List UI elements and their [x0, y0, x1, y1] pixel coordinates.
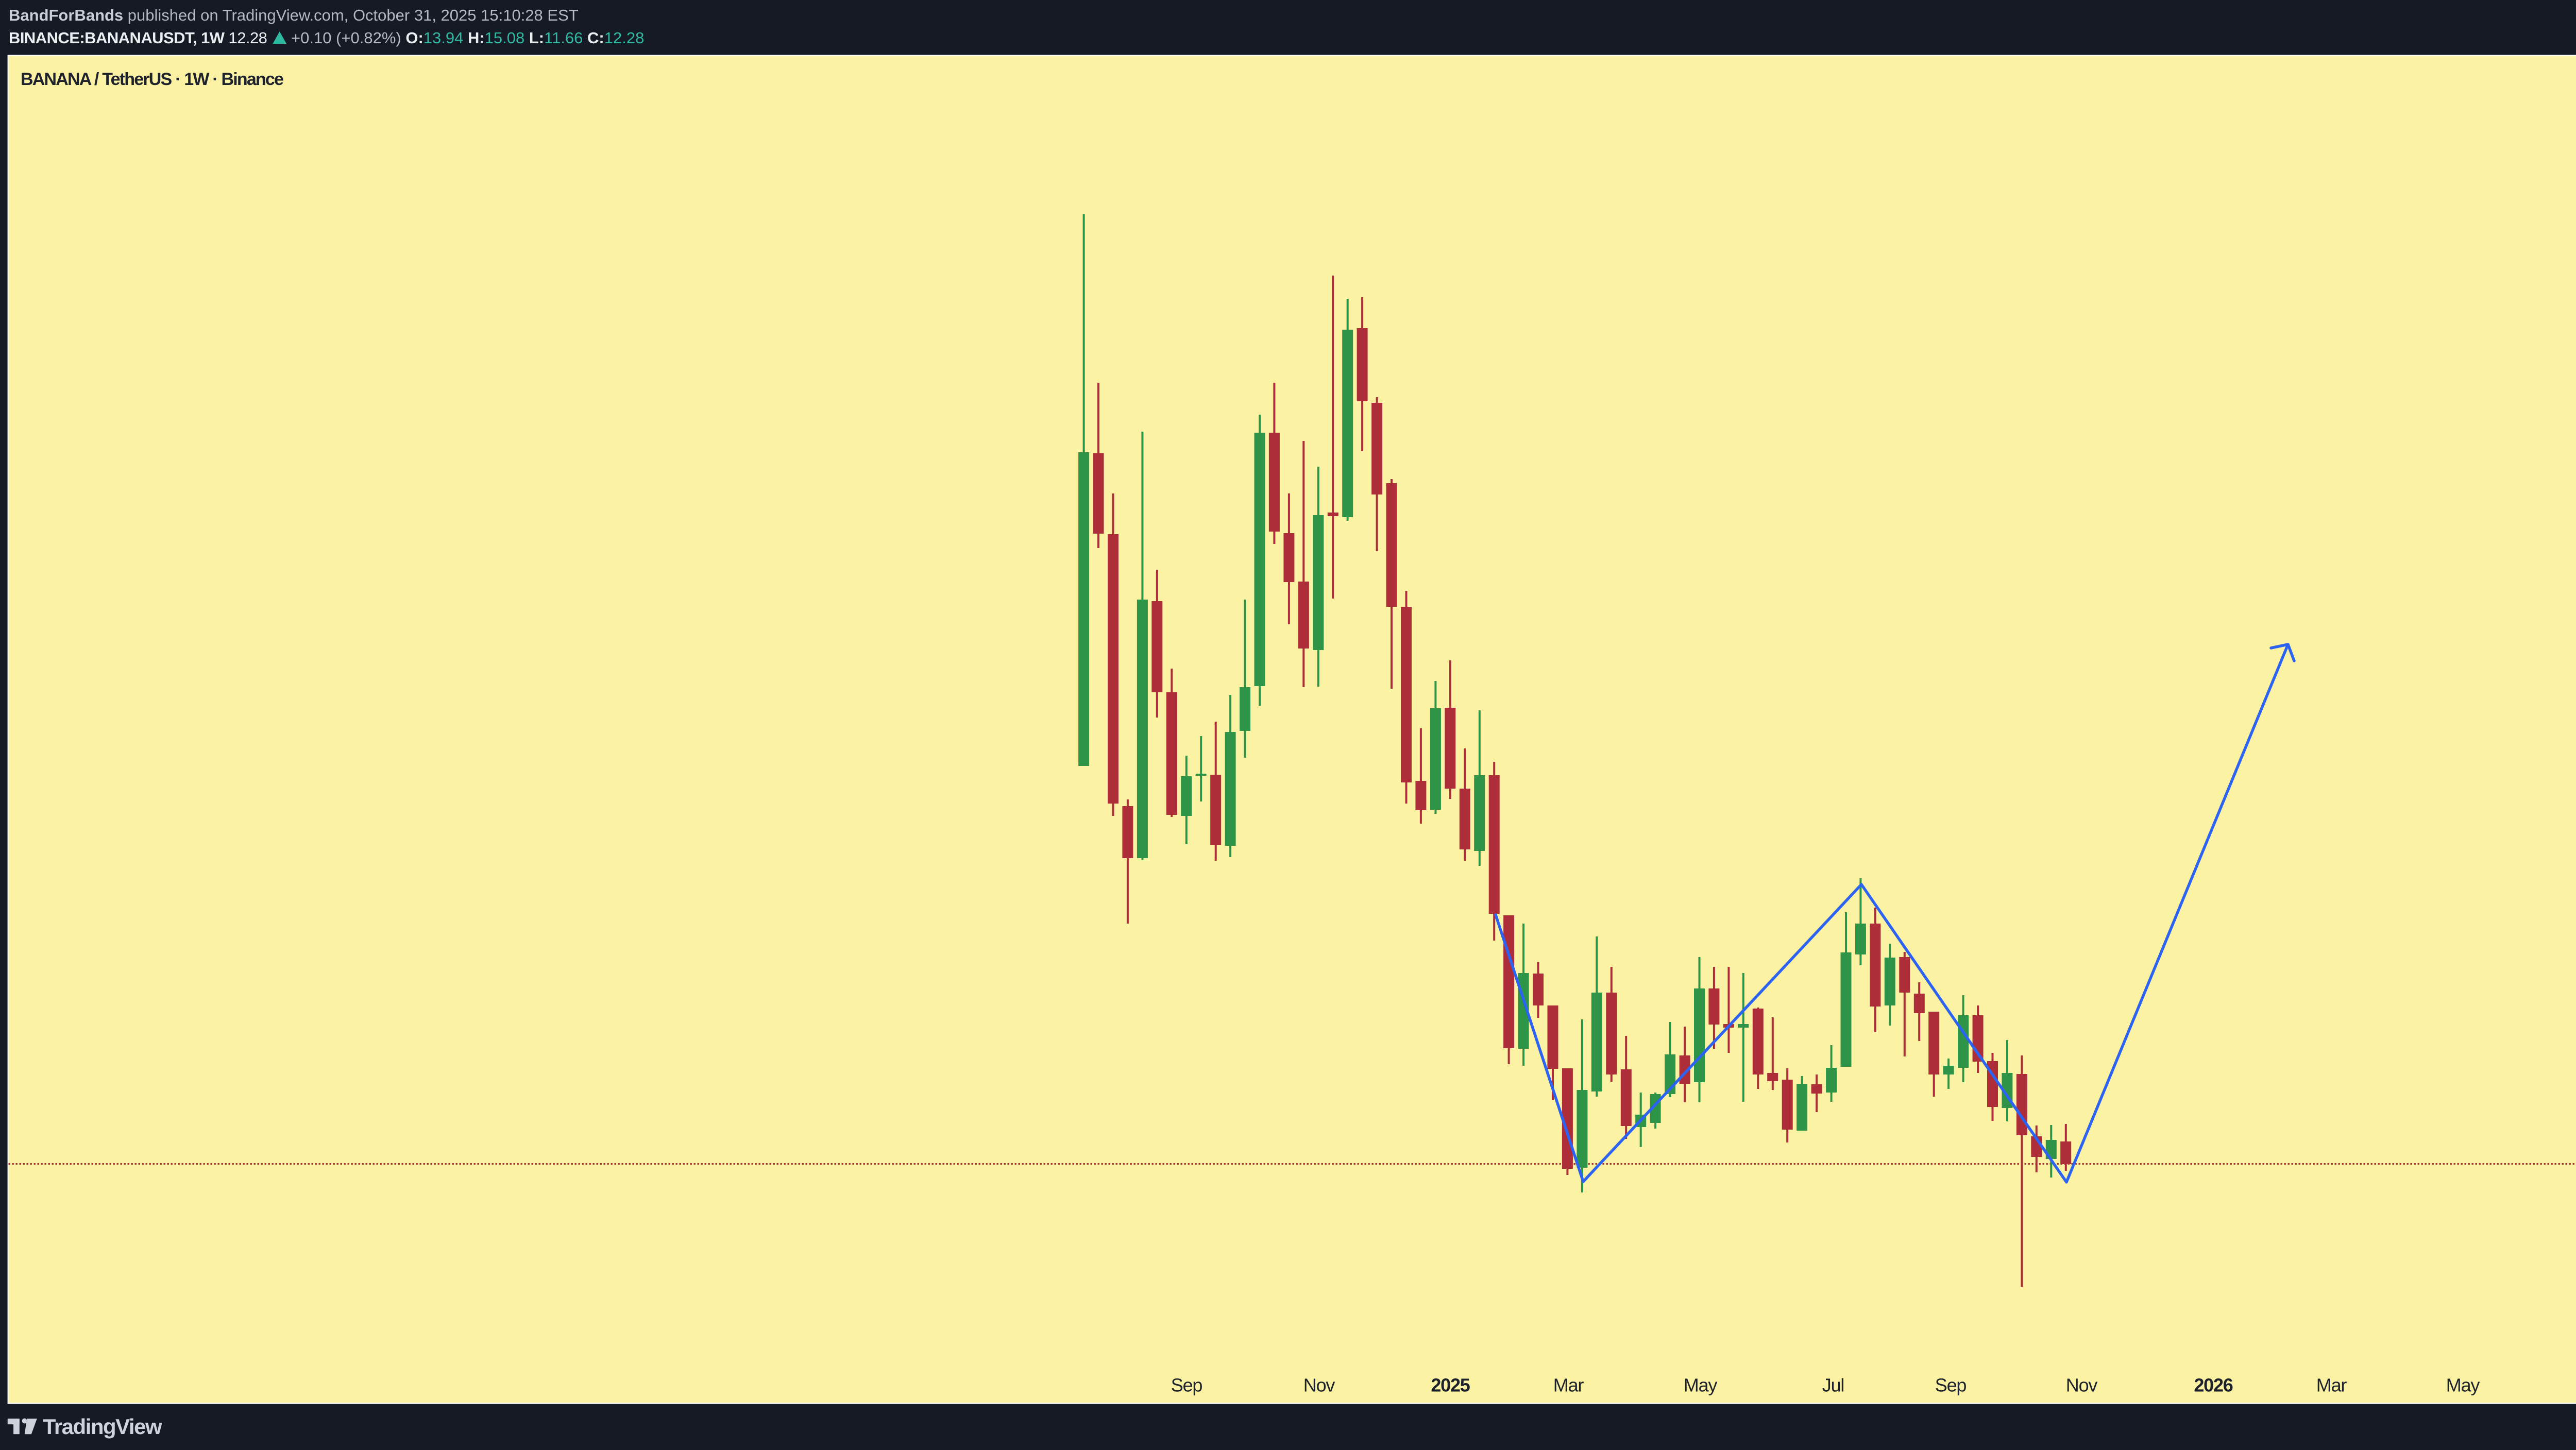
svg-text:TradingView: TradingView: [43, 1414, 162, 1439]
svg-text:Sep: Sep: [1935, 1375, 1967, 1396]
svg-text:+0.10 (+0.82%) O:13.94 H:15.08: +0.10 (+0.82%) O:13.94 H:15.08 L:11.66 C…: [291, 29, 644, 47]
svg-text:2025: 2025: [1431, 1375, 1470, 1396]
svg-text:BINANCE:BANANAUSDT, 1W 12.28: BINANCE:BANANAUSDT, 1W 12.28: [9, 29, 267, 47]
svg-text:Mar: Mar: [2316, 1375, 2347, 1396]
svg-text:May: May: [1684, 1375, 1718, 1396]
svg-text:Jul: Jul: [1822, 1375, 1844, 1396]
svg-text:Nov: Nov: [1303, 1375, 1335, 1396]
svg-text:Mar: Mar: [1553, 1375, 1584, 1396]
svg-text:Sep: Sep: [1171, 1375, 1202, 1396]
svg-text:BANANA / TetherUS · 1W · Binan: BANANA / TetherUS · 1W · Binance: [21, 70, 283, 89]
svg-text:BandForBands published on Trad: BandForBands published on TradingView.co…: [9, 6, 579, 24]
svg-text:2026: 2026: [2194, 1375, 2232, 1396]
svg-text:Nov: Nov: [2066, 1375, 2098, 1396]
svg-text:May: May: [2446, 1375, 2480, 1396]
